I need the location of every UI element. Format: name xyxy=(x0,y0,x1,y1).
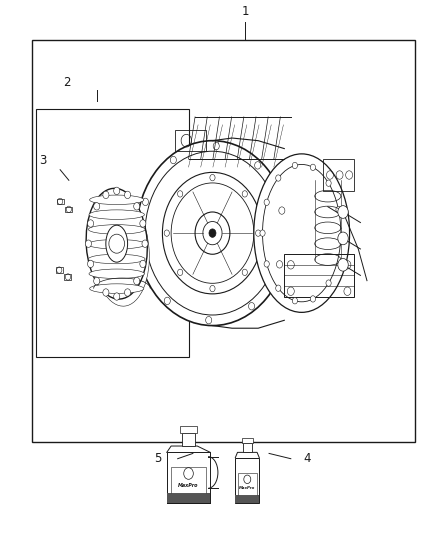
Circle shape xyxy=(338,232,348,245)
Circle shape xyxy=(88,260,94,268)
Circle shape xyxy=(140,252,146,260)
Circle shape xyxy=(213,142,219,150)
Circle shape xyxy=(124,289,131,296)
Circle shape xyxy=(164,297,170,304)
Circle shape xyxy=(134,203,140,210)
Bar xyxy=(182,433,195,446)
Ellipse shape xyxy=(89,192,146,300)
Text: 1: 1 xyxy=(241,5,249,18)
Bar xyxy=(167,493,210,503)
Bar xyxy=(180,426,197,433)
Text: MaxPro: MaxPro xyxy=(178,482,199,488)
Bar xyxy=(57,199,64,204)
Ellipse shape xyxy=(86,188,147,299)
Bar xyxy=(323,159,354,191)
Circle shape xyxy=(171,183,254,284)
Circle shape xyxy=(140,220,146,227)
Ellipse shape xyxy=(88,225,145,234)
Circle shape xyxy=(209,229,216,237)
Circle shape xyxy=(140,260,146,268)
Ellipse shape xyxy=(90,195,144,205)
Circle shape xyxy=(310,296,315,302)
Circle shape xyxy=(124,191,131,199)
Bar xyxy=(242,438,253,443)
Ellipse shape xyxy=(89,210,145,220)
Ellipse shape xyxy=(254,154,350,312)
Circle shape xyxy=(164,230,170,236)
Circle shape xyxy=(292,163,297,168)
Bar xyxy=(284,254,354,296)
Circle shape xyxy=(242,191,247,197)
Bar xyxy=(171,466,206,493)
Circle shape xyxy=(254,161,261,169)
Text: 3: 3 xyxy=(39,154,46,167)
Circle shape xyxy=(326,180,331,187)
Circle shape xyxy=(114,187,120,195)
Ellipse shape xyxy=(90,194,147,302)
Circle shape xyxy=(255,230,261,236)
Circle shape xyxy=(276,261,283,268)
Circle shape xyxy=(145,151,280,315)
Circle shape xyxy=(276,285,281,292)
Ellipse shape xyxy=(90,284,144,293)
Ellipse shape xyxy=(262,165,341,302)
Circle shape xyxy=(103,289,109,296)
Ellipse shape xyxy=(106,225,127,262)
Circle shape xyxy=(85,240,92,247)
Circle shape xyxy=(142,198,148,206)
Circle shape xyxy=(276,175,281,181)
Circle shape xyxy=(203,222,222,245)
Circle shape xyxy=(142,240,148,247)
Bar xyxy=(64,274,71,280)
Circle shape xyxy=(336,206,341,213)
Bar xyxy=(235,458,259,503)
Circle shape xyxy=(177,269,183,276)
Circle shape xyxy=(292,297,297,304)
Circle shape xyxy=(170,156,177,164)
Circle shape xyxy=(109,234,124,253)
Bar xyxy=(235,495,259,503)
Ellipse shape xyxy=(88,254,145,264)
Circle shape xyxy=(210,286,215,292)
Circle shape xyxy=(195,212,230,254)
Circle shape xyxy=(279,207,285,214)
Circle shape xyxy=(338,259,348,271)
Circle shape xyxy=(134,277,140,285)
Circle shape xyxy=(103,191,109,199)
Circle shape xyxy=(326,280,331,286)
Bar xyxy=(65,207,72,212)
Circle shape xyxy=(242,269,247,276)
Ellipse shape xyxy=(89,269,145,279)
Circle shape xyxy=(177,191,183,197)
Text: 5: 5 xyxy=(154,452,162,465)
Bar xyxy=(32,41,415,442)
Circle shape xyxy=(162,172,262,294)
Bar xyxy=(167,453,210,503)
Ellipse shape xyxy=(88,239,146,249)
Bar xyxy=(238,473,257,495)
Bar xyxy=(36,109,188,357)
Circle shape xyxy=(338,206,348,219)
Circle shape xyxy=(94,277,100,285)
Circle shape xyxy=(260,230,265,236)
Circle shape xyxy=(136,141,289,326)
Circle shape xyxy=(210,174,215,181)
Bar xyxy=(176,130,206,151)
Circle shape xyxy=(264,261,269,267)
Circle shape xyxy=(94,203,100,210)
Circle shape xyxy=(310,164,315,171)
Ellipse shape xyxy=(92,198,149,306)
Circle shape xyxy=(206,317,212,324)
Text: 2: 2 xyxy=(63,76,71,89)
Text: 4: 4 xyxy=(304,452,311,465)
Bar xyxy=(56,268,63,273)
Bar xyxy=(243,443,252,453)
Ellipse shape xyxy=(92,196,148,304)
Text: MaxPro: MaxPro xyxy=(239,486,255,490)
Circle shape xyxy=(88,220,94,227)
Circle shape xyxy=(114,293,120,300)
Circle shape xyxy=(248,303,254,310)
Circle shape xyxy=(264,199,269,205)
